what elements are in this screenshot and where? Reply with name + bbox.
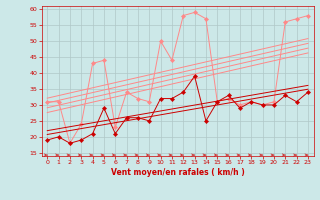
X-axis label: Vent moyen/en rafales ( km/h ): Vent moyen/en rafales ( km/h ) [111,168,244,177]
